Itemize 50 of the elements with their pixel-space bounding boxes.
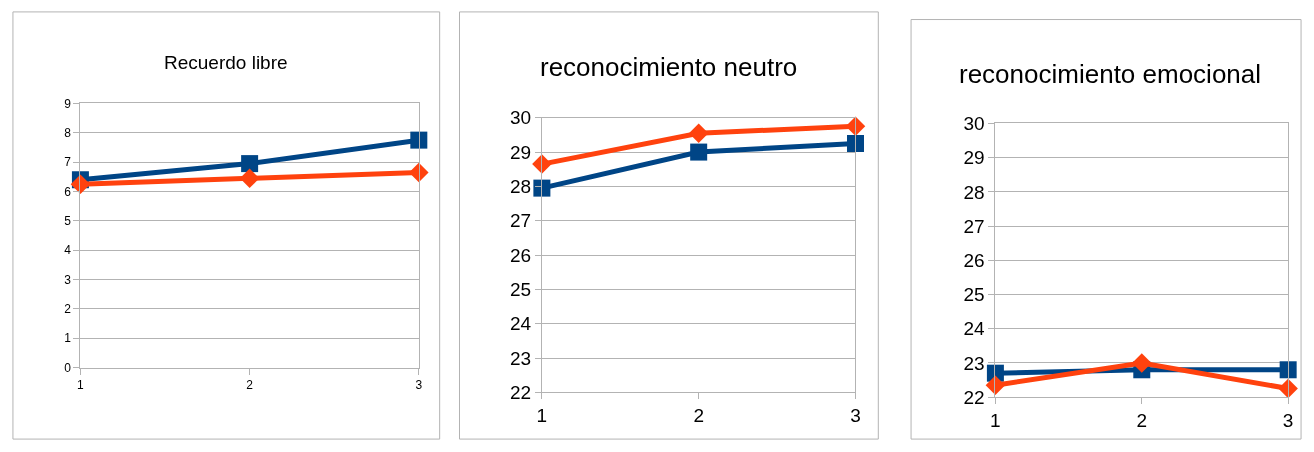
point: [1132, 353, 1152, 373]
point: [1278, 378, 1298, 399]
y-tick-label: 1: [64, 331, 72, 346]
y-tick-label: 7: [64, 155, 72, 170]
y-tick-label: 28: [509, 176, 532, 198]
x-tick-label: 1: [77, 377, 85, 392]
y-tick-label: 30: [509, 107, 532, 129]
y-tick-label: 26: [509, 244, 532, 266]
y-tick-label: 27: [963, 215, 985, 237]
x-tick-label: 3: [1282, 409, 1294, 431]
x-tick-label: 3: [850, 405, 861, 427]
y-tick-label: 5: [64, 214, 72, 229]
point: [690, 143, 708, 161]
y-tick-label: 30: [963, 113, 985, 135]
x-tick-label: 2: [246, 377, 254, 392]
y-tick-label: 0: [64, 360, 72, 375]
y-tick-label: 28: [963, 181, 985, 203]
y-tick-label: 22: [963, 386, 985, 408]
chart-title: reconocimiento neutro: [540, 52, 798, 82]
y-tick-label: 3: [64, 272, 72, 287]
y-tick-label: 29: [963, 147, 985, 169]
chart-title: reconocimiento emocional: [959, 59, 1262, 89]
point: [1279, 361, 1297, 379]
x-tick-label: 1: [536, 405, 548, 427]
y-tick-label: 6: [64, 184, 72, 199]
y-tick-label: 26: [963, 249, 985, 271]
point: [239, 168, 260, 189]
x-tick-label: 3: [415, 377, 423, 392]
y-tick-label: 8: [64, 126, 72, 140]
y-tick-label: 9: [64, 96, 72, 111]
x-tick-label: 1: [990, 409, 1001, 431]
y-tick-label: 25: [963, 284, 985, 306]
y-tick-label: 29: [509, 141, 532, 163]
y-tick-label: 2: [64, 302, 72, 317]
y-tick-label: 23: [509, 347, 532, 369]
chart-title: Recuerdo libre: [164, 52, 288, 73]
y-tick-label: 24: [509, 313, 532, 335]
point: [410, 131, 428, 149]
x-tick-label: 2: [693, 405, 704, 427]
y-tick-label: 27: [509, 210, 532, 232]
y-tick-label: 25: [509, 279, 532, 301]
y-tick-label: 23: [963, 352, 985, 374]
point: [409, 162, 429, 183]
y-tick-label: 24: [963, 318, 986, 340]
x-tick-label: 2: [1136, 409, 1148, 431]
point: [241, 155, 259, 173]
point: [533, 179, 551, 197]
point: [688, 123, 709, 143]
y-tick-label: 4: [64, 243, 72, 258]
y-tick-label: 22: [509, 382, 532, 404]
